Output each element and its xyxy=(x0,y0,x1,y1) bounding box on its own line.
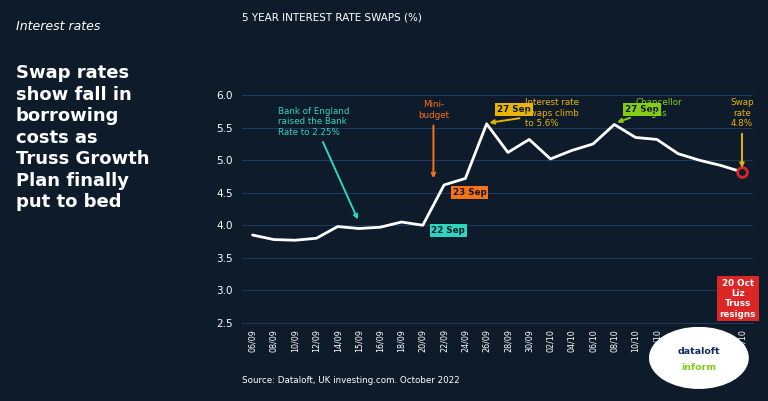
Text: Swap rates
show fall in
borrowing
costs as
Truss Growth
Plan finally
put to bed: Swap rates show fall in borrowing costs … xyxy=(16,64,149,211)
Text: 27 Sep: 27 Sep xyxy=(625,105,659,114)
Text: 27 Sep: 27 Sep xyxy=(498,105,531,114)
Text: dataloft: dataloft xyxy=(677,347,720,356)
Text: Bank of England
raised the Bank
Rate to 2.25%: Bank of England raised the Bank Rate to … xyxy=(278,107,357,217)
Text: Swap
rate
4.8%: Swap rate 4.8% xyxy=(730,99,754,166)
Text: Interest rate
swaps climb
to 5.6%: Interest rate swaps climb to 5.6% xyxy=(492,99,579,128)
Text: Mini-
budget: Mini- budget xyxy=(418,100,449,176)
Text: Interest rates: Interest rates xyxy=(16,20,101,33)
Text: 5 YEAR INTEREST RATE SWAPS (%): 5 YEAR INTEREST RATE SWAPS (%) xyxy=(242,12,422,22)
Text: 20 Oct
Liz
Truss
resigns: 20 Oct Liz Truss resigns xyxy=(720,279,756,319)
Ellipse shape xyxy=(649,327,749,389)
Text: 22 Sep: 22 Sep xyxy=(432,226,465,235)
Text: Source: Dataloft, UK investing.com. October 2022: Source: Dataloft, UK investing.com. Octo… xyxy=(242,376,460,385)
Text: inform: inform xyxy=(681,363,717,372)
Text: Chancellor
resigns: Chancellor resigns xyxy=(619,99,682,122)
Text: 23 Sep: 23 Sep xyxy=(453,188,486,197)
